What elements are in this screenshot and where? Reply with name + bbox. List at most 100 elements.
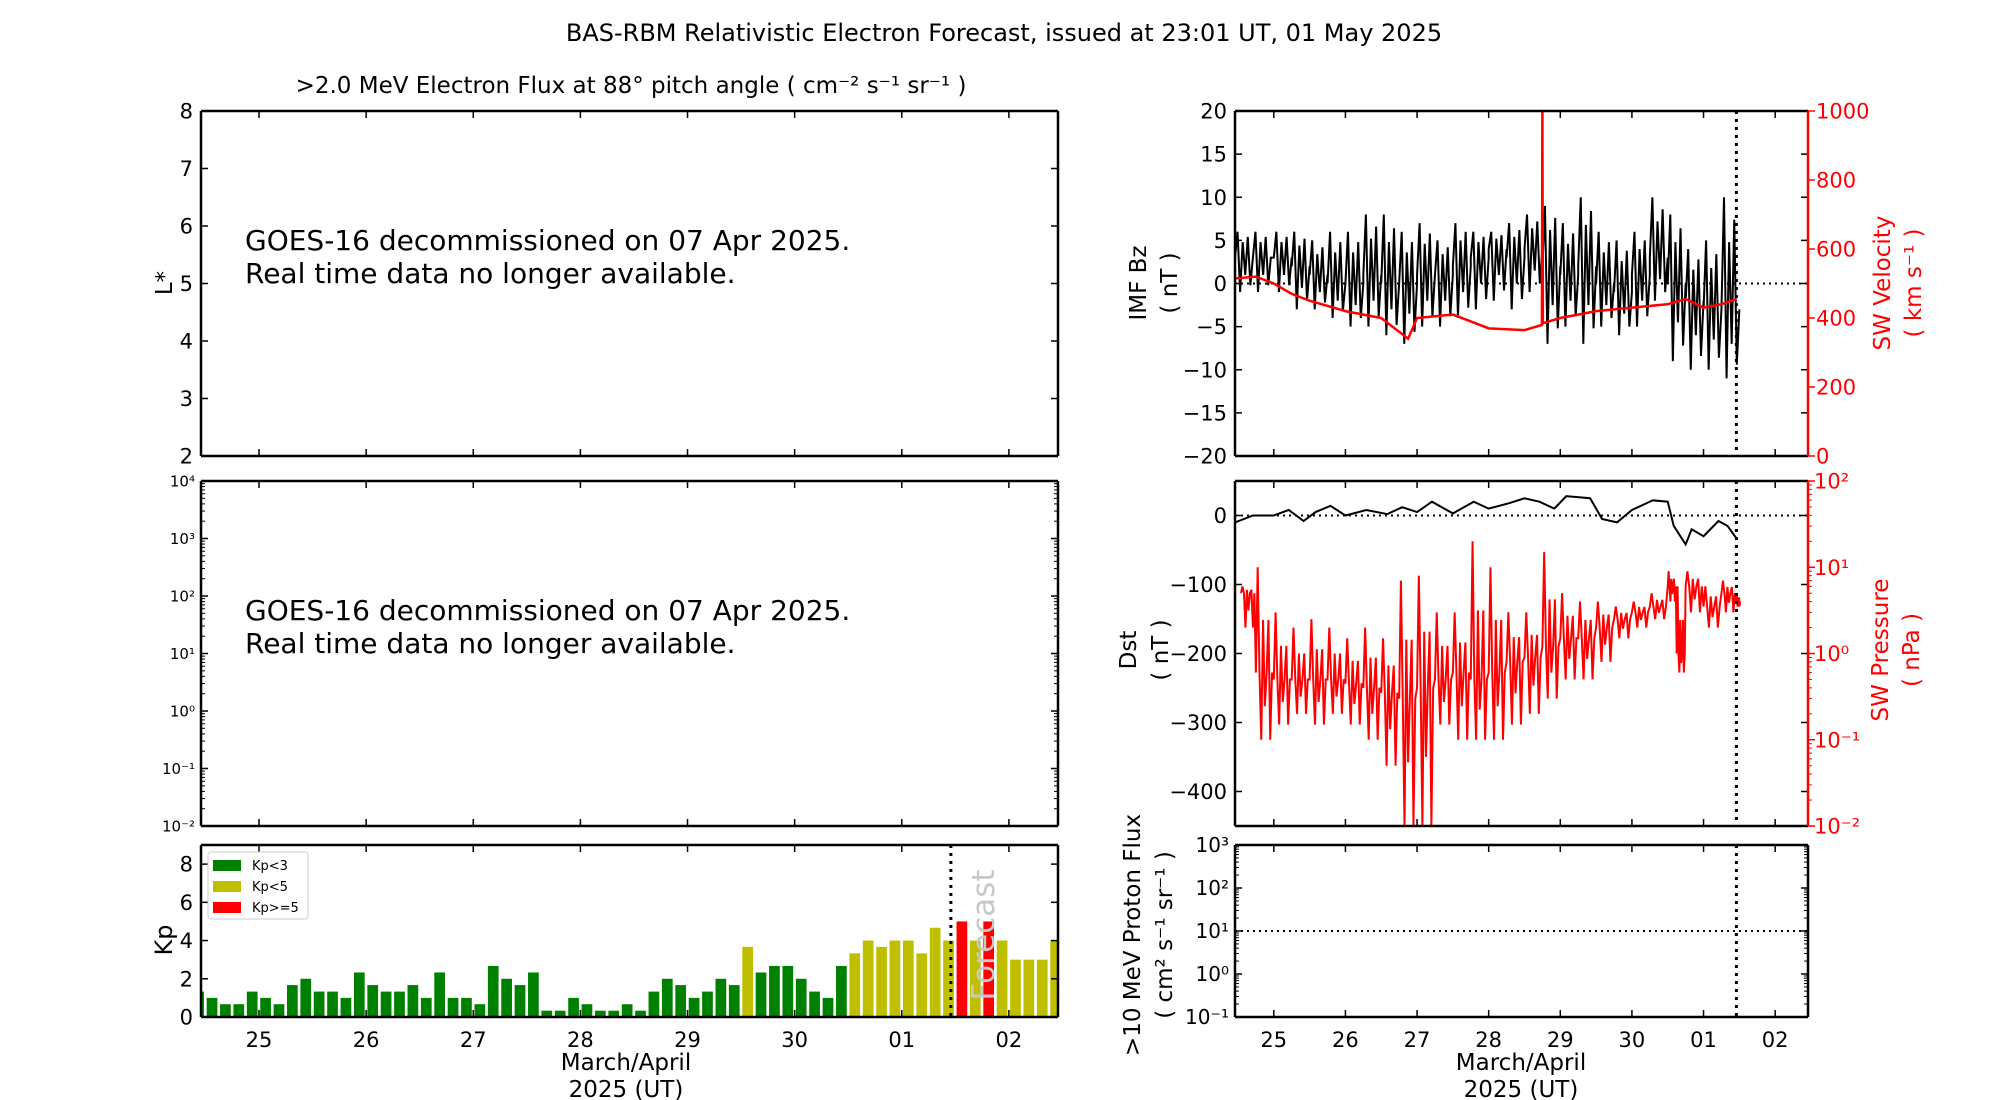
y-tick-label: 3 (180, 387, 193, 411)
kp-bar (461, 997, 472, 1017)
y2-tick-label: 10⁰ (1814, 642, 1849, 666)
plot-area: 2 3 4 5 6 7 8 L* GOES-16 decommissioned on 07 Ap… (150, 100, 1927, 1100)
y-tick-label: 8 (180, 853, 193, 877)
kp-bar (233, 1004, 245, 1017)
kp-bar (394, 991, 405, 1017)
kp-legend: Kp<3 Kp<5 Kp>=5 (207, 851, 309, 920)
kp-bar (287, 985, 298, 1017)
kp-bar (514, 985, 526, 1017)
x-tick-label: 01 (1690, 1028, 1717, 1052)
sw-velocity-line (1235, 111, 1737, 341)
y-tick-label: 10⁻¹ (1185, 1005, 1229, 1029)
kp-bar (902, 940, 914, 1017)
kp-bar (635, 1010, 646, 1017)
kp-bar (474, 1004, 486, 1017)
y2-tick-label: 10⁻² (1814, 815, 1860, 839)
y-tick-label: 6 (180, 891, 193, 915)
y-tick-label: 7 (180, 157, 193, 181)
y-tick-label: 10³ (170, 530, 195, 548)
y-tick-label: 0 (180, 1006, 193, 1030)
kp-bar (420, 997, 432, 1017)
electron-flux-lstar-frame (199, 109, 1060, 458)
kp-bar (434, 972, 446, 1017)
kp-bar (206, 997, 218, 1017)
y2-tick-label: 800 (1816, 169, 1856, 193)
kp-bar (273, 1004, 285, 1017)
y-tick-label: −300 (1169, 711, 1227, 735)
y-tick-label: 10² (170, 587, 195, 605)
kp-bar (929, 927, 941, 1017)
kp-bar (594, 1010, 606, 1017)
no-data-message: Real time data no longer available. (245, 627, 736, 660)
y-tick-label: 0 (1214, 504, 1227, 528)
y-tick-label: 2 (180, 445, 193, 469)
kp-bar (621, 1004, 633, 1017)
kp-bars (201, 921, 1058, 1017)
y-tick-label: 10⁻² (162, 817, 195, 835)
kp-bar (568, 997, 579, 1017)
kp-bar (688, 997, 700, 1017)
kp-bar (541, 1010, 553, 1017)
y2-axis-label: ( nPa ) (1899, 613, 1925, 687)
kp-bar (916, 953, 928, 1017)
x-tick-label: 01 (888, 1028, 915, 1052)
figure-title: BAS-RBM Relativistic Electron Forecast, … (566, 19, 1442, 47)
imf-bz-line (1235, 197, 1741, 379)
kp-bar (220, 1004, 231, 1017)
kp-bar (501, 978, 512, 1017)
y-tick-label: 0 (1214, 272, 1227, 296)
legend-swatch (213, 860, 241, 871)
kp-bar (1036, 959, 1048, 1017)
legend-entry: Kp>=5 (252, 901, 299, 916)
legend-entry: Kp<5 (252, 880, 288, 895)
y-tick-label: −400 (1169, 780, 1227, 804)
no-data-message: Real time data no longer available. (245, 257, 736, 290)
kp-bar (889, 940, 901, 1017)
kp-bar (862, 940, 874, 1017)
kp-bar (795, 978, 807, 1017)
y-tick-label: 10⁰ (170, 702, 195, 720)
y-tick-label: 10⁻¹ (162, 760, 195, 778)
kp-bar (996, 940, 1008, 1017)
kp-bar (1010, 959, 1021, 1017)
no-data-message: GOES-16 decommissioned on 07 Apr 2025. (245, 594, 850, 627)
kp-bar (554, 1010, 566, 1017)
electron-flux-title: >2.0 MeV Electron Flux at 88° pitch angl… (296, 73, 967, 99)
kp-bar (353, 972, 365, 1017)
x-axis-label: March/April (561, 1050, 691, 1076)
x-axis-label: March/April (1456, 1050, 1586, 1076)
forecast-label: Forecast (966, 869, 1002, 1000)
y-tick-label: 10⁰ (1196, 962, 1229, 986)
x-tick-label: 25 (1260, 1028, 1287, 1052)
kp-bar (836, 965, 847, 1017)
legend-entry: Kp<3 (252, 859, 288, 874)
y-tick-label: 10³ (1196, 833, 1229, 857)
kp-bar (380, 991, 392, 1017)
x-tick-label: 29 (674, 1028, 701, 1052)
kp-bar (876, 946, 887, 1017)
y-tick-label: −15 (1183, 401, 1227, 425)
kp-frame (199, 843, 1060, 1019)
y-tick-label: 10² (1196, 876, 1229, 900)
y-tick-label: 2 (180, 967, 193, 991)
y2-tick-label: 400 (1816, 307, 1856, 331)
kp-bar (742, 946, 754, 1017)
x-tick-label: 26 (353, 1028, 380, 1052)
x-tick-label: 28 (1475, 1028, 1502, 1052)
kp-bar (943, 940, 954, 1017)
kp-bar (769, 965, 780, 1017)
x-tick-label: 27 (1404, 1028, 1431, 1052)
x-axis-label: 2025 (UT) (1464, 1077, 1579, 1100)
kp-bar (969, 940, 981, 1017)
kp-bar (201, 991, 204, 1017)
y-axis-label: Dst (1116, 631, 1142, 670)
y2-tick-label: 10² (1814, 470, 1849, 494)
kp-bar (260, 997, 271, 1017)
y-axis-label: ( nT ) (1148, 619, 1174, 680)
x-tick-label: 28 (567, 1028, 594, 1052)
kp-bar (581, 1004, 593, 1017)
y-axis-label: ( cm² s⁻¹ sr⁻¹ ) (1152, 851, 1178, 1019)
x-tick-label: 25 (246, 1028, 273, 1052)
kp-bar (1023, 959, 1035, 1017)
